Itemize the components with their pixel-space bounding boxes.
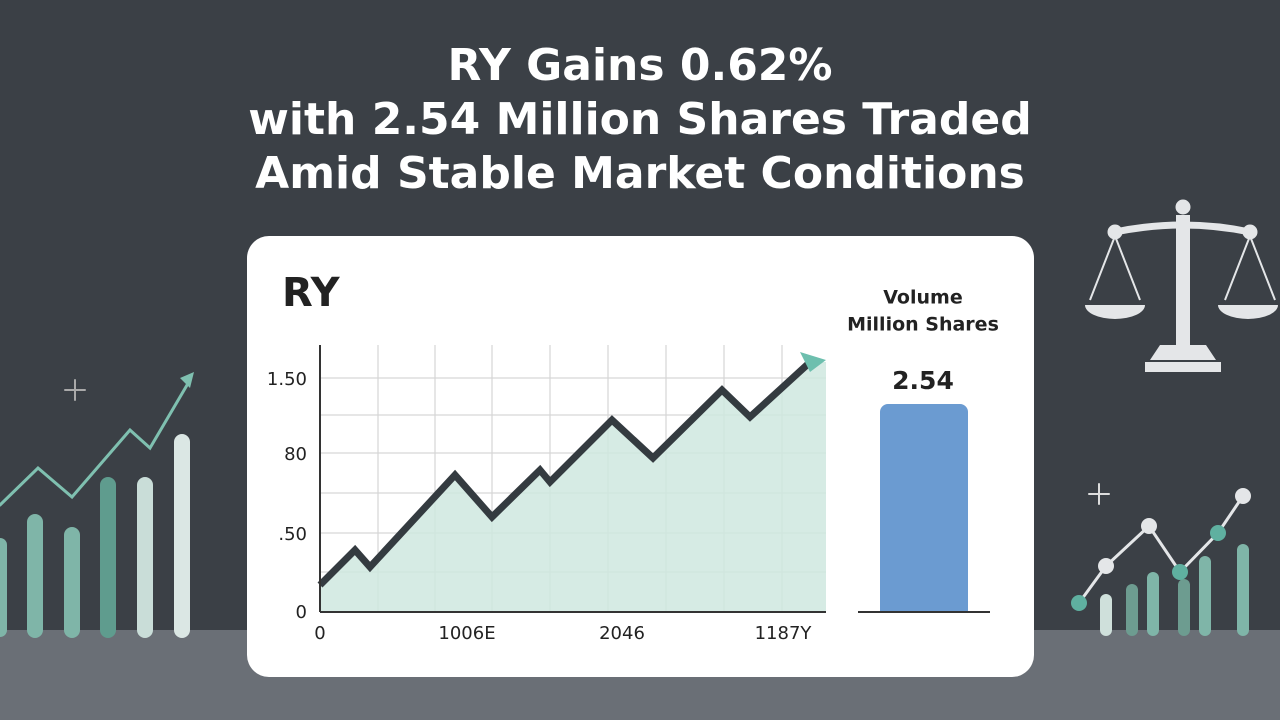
title-line: Amid Stable Market Conditions <box>255 148 1025 199</box>
volume-bar <box>880 404 968 612</box>
title-line: RY Gains 0.62% <box>447 40 832 91</box>
y-tick-label: 0 <box>296 602 307 623</box>
area <box>320 362 826 612</box>
volume-label: Volume <box>883 287 962 309</box>
volume-value: 2.54 <box>892 366 954 395</box>
title-line: with 2.54 Million Shares Traded <box>248 94 1031 145</box>
ticker: RY <box>282 270 341 316</box>
x-tick-label: 1006E <box>438 623 495 644</box>
x-tick-label: 0 <box>314 623 325 644</box>
y-tick-label: 80 <box>284 444 307 465</box>
x-tick-label: 2046 <box>599 623 645 644</box>
y-tick-label: .50 <box>278 524 307 545</box>
arrow-head <box>800 352 826 372</box>
y-tick-label: 1.50 <box>267 369 307 390</box>
volume-label: Million Shares <box>847 314 999 336</box>
line <box>317 361 811 588</box>
x-tick-label: 1187Y <box>755 623 813 644</box>
right-decoration <box>1071 483 1251 636</box>
left-decoration <box>0 372 194 638</box>
scales-icon <box>1085 199 1278 372</box>
